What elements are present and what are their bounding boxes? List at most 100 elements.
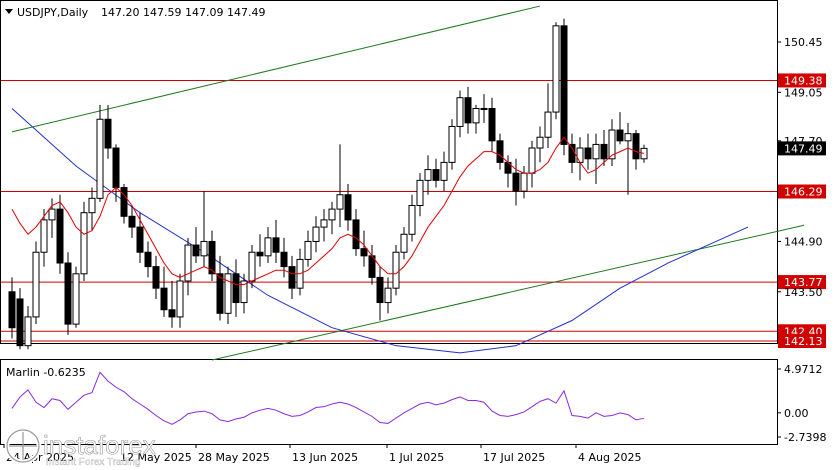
level-label-4: 142.13 [784,335,823,348]
candle-body-46 [376,276,384,304]
candle-body-32 [264,237,272,257]
candle-56 [456,90,464,138]
candle-body-23 [192,244,200,257]
candle-10 [88,187,96,231]
candle-body-9 [80,212,88,275]
candle-24 [200,191,208,267]
candle-38 [312,216,320,253]
candle-body-70 [568,143,576,163]
candle-17 [144,241,152,278]
candle-20 [168,280,176,328]
candle-39 [320,209,328,242]
candle-body-37 [304,240,312,260]
candle-57 [464,86,472,134]
candle-79 [640,144,648,163]
candle-body-60 [488,107,496,142]
candle-body-33 [272,237,280,253]
candle-body-68 [552,25,560,113]
candle-body-39 [320,219,328,228]
candle-22 [184,237,192,296]
candle-28 [232,259,240,317]
indicator-axis: 4.9712 0.00 -2.7398 [777,363,826,444]
instaforex-logo: instaforex Instant Forex Trading [4,427,156,468]
candle-6 [56,194,64,274]
candle-body-1 [16,298,24,347]
ma-fast-line [11,136,645,286]
candle-69 [560,18,568,156]
candle-body-4 [40,219,48,253]
candle-73 [592,133,600,184]
candle-body-31 [256,251,264,257]
symbol-label: USDJPY,Daily [17,6,89,19]
candle-4 [40,209,48,267]
candle-body-72 [584,147,592,160]
chart-header: USDJPY,Daily 147.20 147.59 147.09 147.49 [5,6,265,19]
marlin-oscillator [11,371,645,425]
candle-body-75 [608,129,616,160]
candle-33 [272,219,280,264]
candle-body-34 [280,251,288,268]
candle-41 [336,144,344,228]
candle-61 [496,133,504,170]
candle-18 [152,255,160,299]
candle-body-27 [224,273,232,314]
candle-5 [48,198,56,238]
candle-34 [280,237,288,278]
candle-14 [120,183,128,224]
candle-0 [8,277,16,339]
candle-7 [64,252,72,335]
candle-body-26 [216,273,224,314]
current-price-tag [778,141,826,156]
candle-body-73 [592,143,600,160]
marlin-tick-label-1: 0.00 [784,407,809,420]
candle-60 [488,97,496,152]
dropdown-triangle-icon[interactable] [5,9,13,14]
candle-32 [264,227,272,264]
candle-78 [632,130,640,170]
fast-moving-average [11,136,645,286]
indicator-pane[interactable] [0,359,778,445]
candle-27 [224,266,232,325]
candle-76 [616,112,624,145]
candle-body-74 [600,143,608,160]
candle-54 [440,151,448,192]
candle-23 [192,227,200,264]
candle-63 [512,158,520,206]
marlin-tick-label-0: 4.9712 [784,363,823,376]
candle-9 [80,201,88,281]
candle-15 [128,205,136,238]
candle-46 [376,266,384,321]
candle-67 [544,83,552,149]
candle-body-16 [136,226,144,253]
candle-body-15 [128,215,136,228]
candle-body-14 [120,187,128,217]
candle-47 [384,277,392,314]
candle-body-24 [200,240,208,257]
candle-37 [304,230,312,267]
candle-body-71 [576,147,584,163]
candle-body-53 [432,169,440,181]
candle-40 [328,201,336,235]
candle-72 [584,133,592,170]
candle-29 [240,273,248,314]
candle-body-66 [536,136,544,149]
main-pane[interactable] [0,0,778,344]
candle-body-79 [640,147,648,160]
ma-slow-line [11,108,749,354]
level-tag-1 [778,184,826,199]
candle-59 [480,94,488,123]
candle-body-5 [48,208,56,221]
candle-48 [392,245,400,296]
candle-body-44 [360,248,368,257]
candle-51 [416,173,424,217]
candle-body-65 [528,147,536,174]
candle-75 [608,119,616,166]
candle-body-67 [544,111,552,138]
level-tag-2 [778,275,826,290]
candle-16 [136,212,144,264]
y-tick-label-1: 149.05 [784,86,823,99]
candle-body-69 [560,25,568,145]
candle-77 [624,122,632,195]
